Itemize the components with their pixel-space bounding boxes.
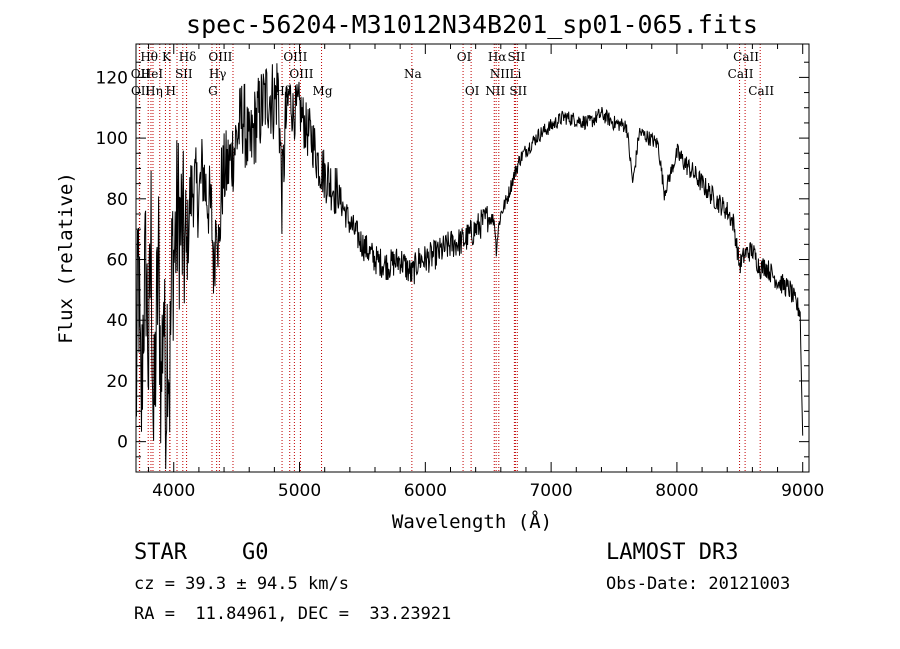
line-label: HeI (141, 67, 164, 81)
x-axis-label: Wavelength (Å) (392, 510, 552, 533)
line-label: K (162, 50, 172, 64)
x-tick-label: 6000 (404, 481, 447, 501)
plot-frame (135, 43, 810, 473)
y-axis-label: Flux (relative) (55, 172, 77, 344)
line-label: SII (509, 84, 527, 98)
y-tick-label: 0 (117, 433, 128, 453)
ra-dec-coordinates: RA = 11.84961, DEC = 33.23921 (134, 604, 452, 624)
spectrum-line (135, 63, 804, 470)
line-label: OI (457, 50, 472, 64)
observation-date: Obs-Date: 20121003 (606, 574, 791, 594)
x-tick-label: 7000 (529, 481, 572, 501)
x-tick-label: 8000 (655, 481, 698, 501)
y-tick-label: 60 (106, 251, 128, 271)
line-label: Hδ (179, 50, 197, 64)
line-label: CaII (733, 50, 759, 64)
line-label: NII (485, 84, 505, 98)
axes: 4000 5000 6000 7000 8000 9000 0 20 40 60 80 100 120 (96, 44, 824, 501)
chart-title: spec-56204-M31012N34B201_sp01-065.fits (186, 10, 758, 39)
y-tick-label: 120 (96, 68, 128, 88)
line-label: Hθ (140, 50, 158, 64)
line-label: H (165, 84, 175, 98)
line-label: OIII (283, 50, 307, 64)
line-label: Hγ (209, 67, 227, 81)
x-tick-label: 9000 (781, 481, 824, 501)
line-label: CaII (728, 67, 754, 81)
y-tick-label: 80 (106, 190, 128, 210)
redshift-value: cz = 39.3 ± 94.5 km/s (134, 574, 349, 594)
y-tick-label: 20 (106, 372, 128, 392)
x-tick-label: 5000 (278, 481, 321, 501)
line-label: Hη (145, 84, 163, 98)
object-class: STAR (134, 540, 187, 565)
y-tick-label: 40 (106, 311, 128, 331)
y-tick-label: 100 (96, 129, 128, 149)
object-subclass: G0 (242, 540, 269, 565)
spectrum-series (135, 63, 804, 470)
line-label: G (208, 84, 218, 98)
line-label: Na (404, 67, 422, 81)
line-label: Hα (488, 50, 507, 64)
line-label: CaII (748, 84, 774, 98)
line-label: OIII (289, 67, 313, 81)
line-label: OI (465, 84, 480, 98)
x-tick-label: 4000 (152, 481, 195, 501)
line-label: OIII (208, 50, 232, 64)
line-label: SII (508, 50, 526, 64)
line-label: Mg (313, 84, 333, 98)
line-label: SII (175, 67, 193, 81)
survey-name: LAMOST DR3 (606, 540, 739, 565)
line-label: Li (509, 67, 521, 81)
line-label: NII (490, 67, 510, 81)
